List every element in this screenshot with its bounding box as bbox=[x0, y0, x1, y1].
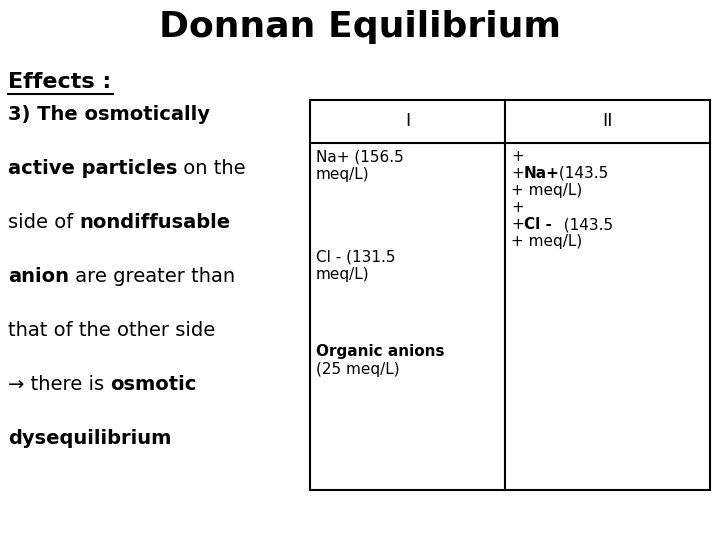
Text: (25 meq/L): (25 meq/L) bbox=[316, 362, 400, 377]
Text: Organic anions: Organic anions bbox=[316, 344, 444, 359]
Text: Na+: Na+ bbox=[524, 166, 560, 181]
Text: side of: side of bbox=[8, 213, 79, 232]
Text: osmotic: osmotic bbox=[110, 375, 197, 394]
Bar bbox=[310, 100, 710, 490]
Text: Effects :: Effects : bbox=[8, 72, 112, 92]
Text: dysequilibrium: dysequilibrium bbox=[8, 429, 171, 448]
Text: → there is: → there is bbox=[8, 375, 110, 394]
Text: Na+ (156.5: Na+ (156.5 bbox=[316, 149, 404, 164]
Text: Donnan Equilibrium: Donnan Equilibrium bbox=[159, 10, 561, 44]
Text: + meq/L): + meq/L) bbox=[511, 183, 582, 198]
Text: 3) The osmotically: 3) The osmotically bbox=[8, 105, 210, 124]
Text: +: + bbox=[511, 200, 523, 215]
Text: are greater than: are greater than bbox=[69, 267, 235, 286]
Text: + meq/L): + meq/L) bbox=[511, 234, 582, 249]
Text: II: II bbox=[602, 112, 613, 131]
Text: I: I bbox=[405, 112, 410, 131]
Text: +: + bbox=[511, 166, 523, 181]
Text: anion: anion bbox=[8, 267, 69, 286]
Text: meq/L): meq/L) bbox=[316, 267, 369, 282]
Text: active particles: active particles bbox=[8, 159, 177, 178]
Text: (143.5: (143.5 bbox=[554, 166, 608, 181]
Text: Cl - (131.5: Cl - (131.5 bbox=[316, 249, 395, 264]
Text: nondiffusable: nondiffusable bbox=[79, 213, 230, 232]
Text: meq/L): meq/L) bbox=[316, 167, 369, 182]
Text: on the: on the bbox=[177, 159, 246, 178]
Text: (143.5: (143.5 bbox=[554, 217, 613, 232]
Text: Cl -: Cl - bbox=[524, 217, 552, 232]
Text: +: + bbox=[511, 149, 523, 164]
Text: that of the other side: that of the other side bbox=[8, 321, 215, 340]
Text: +: + bbox=[511, 217, 523, 232]
